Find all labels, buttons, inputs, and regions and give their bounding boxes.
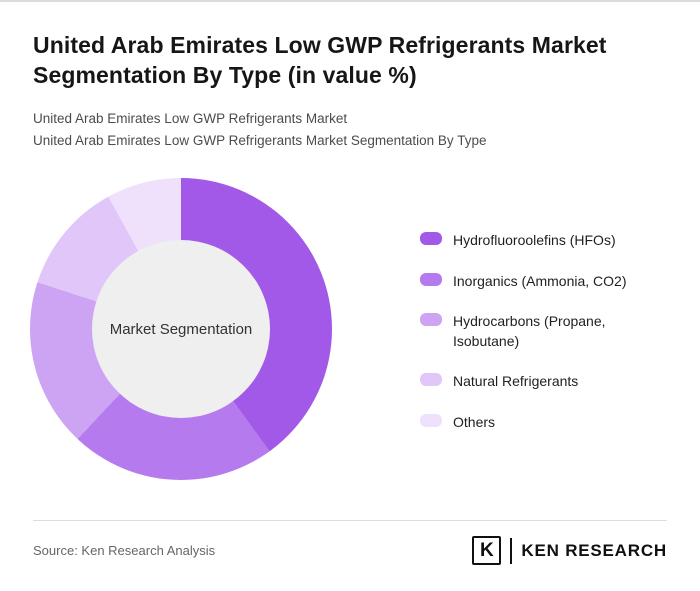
- subtitle-line-1: United Arab Emirates Low GWP Refrigerant…: [33, 110, 348, 126]
- donut-chart: Market Segmentation: [30, 178, 332, 481]
- legend-item: Hydrofluoroolefins (HFOs): [420, 230, 670, 250]
- chart-area: Market Segmentation Hydrofluoroolefins (…: [30, 178, 700, 481]
- donut-center: Market Segmentation: [92, 240, 270, 419]
- legend-item: Inorganics (Ammonia, CO2): [420, 271, 670, 291]
- legend-swatch: [420, 272, 442, 286]
- header: United Arab Emirates Low GWP Refrigerant…: [0, 2, 700, 152]
- page-title: United Arab Emirates Low GWP Refrigerant…: [33, 32, 607, 89]
- legend-swatch: [420, 373, 442, 387]
- legend-swatch: [420, 413, 442, 427]
- logo-brand-text: KEN RESEARCH: [521, 540, 667, 560]
- source-text: Source: Ken Research Analysis: [33, 543, 216, 558]
- chart-legend: Hydrofluoroolefins (HFOs) Inorganics (Am…: [420, 178, 670, 480]
- legend-item: Others: [420, 412, 670, 432]
- donut-center-label: Market Segmentation: [109, 320, 253, 338]
- ken-research-logo: K KEN RESEARCH: [472, 536, 667, 565]
- legend-swatch: [420, 232, 442, 246]
- legend-label: Others: [453, 413, 496, 430]
- logo-divider: [510, 537, 513, 564]
- legend-label: Hydrocarbons (Propane, Isobutane): [453, 312, 606, 350]
- legend-label: Inorganics (Ammonia, CO2): [453, 272, 627, 289]
- logo-k-icon: K: [472, 536, 502, 565]
- subtitle-line-2: United Arab Emirates Low GWP Refrigerant…: [33, 132, 487, 148]
- legend-swatch: [420, 312, 442, 326]
- footer: Source: Ken Research Analysis K KEN RESE…: [33, 520, 667, 565]
- legend-item: Hydrocarbons (Propane, Isobutane): [420, 311, 670, 352]
- subtitle-block: United Arab Emirates Low GWP Refrigerant…: [33, 108, 667, 153]
- legend-label: Natural Refrigerants: [453, 373, 579, 390]
- legend-item: Natural Refrigerants: [420, 371, 670, 391]
- legend-label: Hydrofluoroolefins (HFOs): [453, 232, 616, 249]
